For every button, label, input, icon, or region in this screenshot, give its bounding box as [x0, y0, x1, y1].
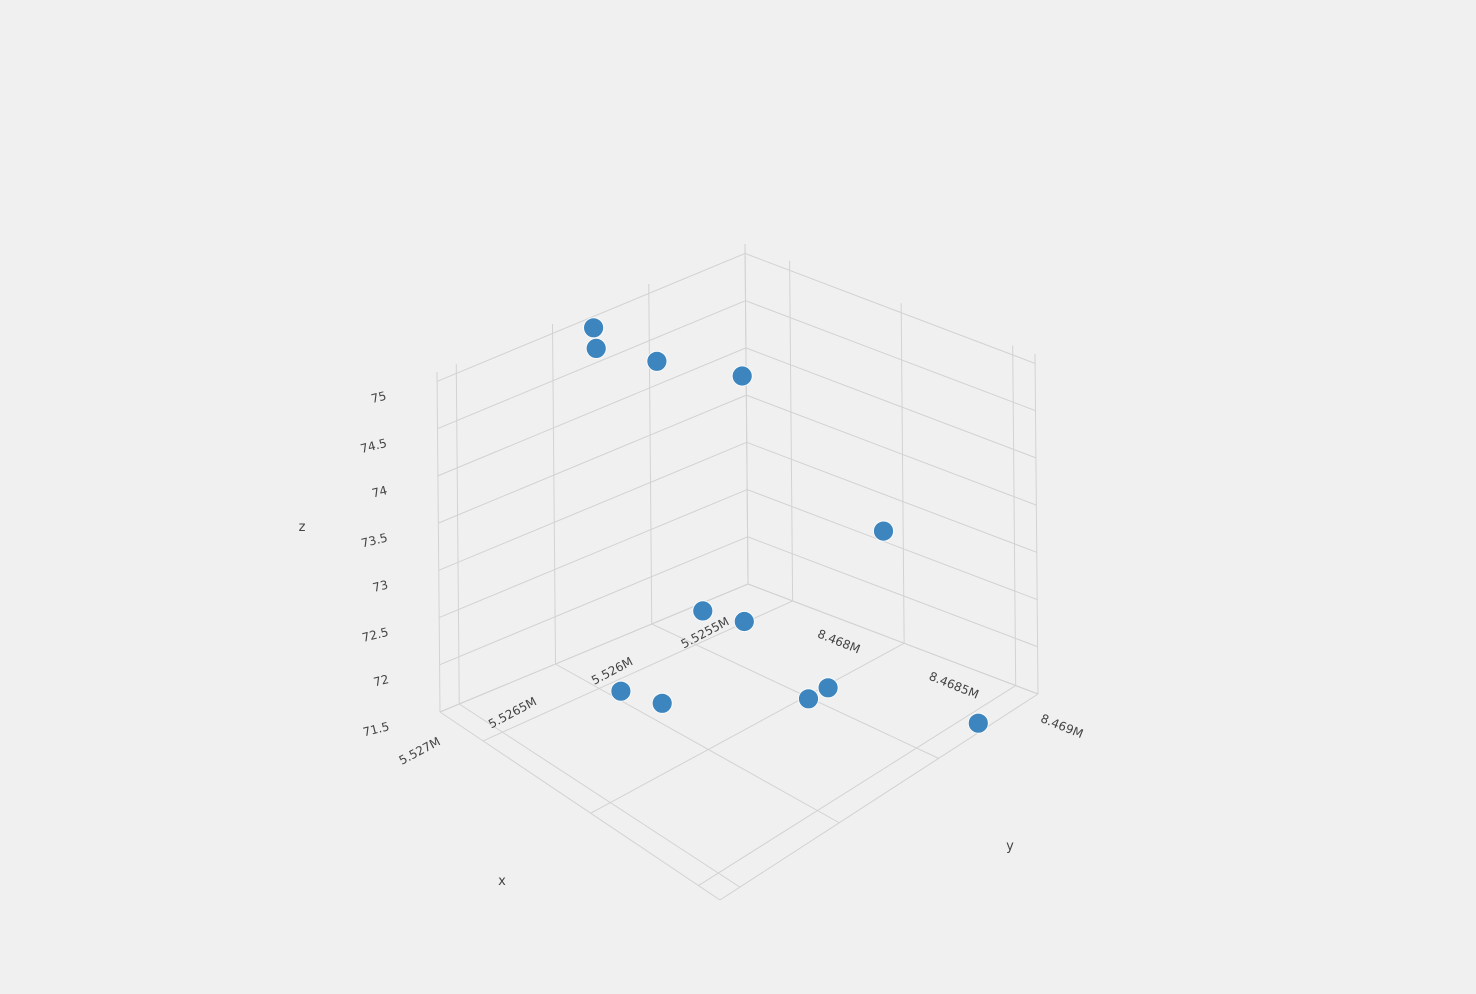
floor-grid-y [698, 685, 1016, 886]
wall-grid-y-vertical [900, 303, 905, 644]
z-tick-label: 74 [370, 483, 388, 500]
wall-grid-x-vertical [552, 323, 556, 665]
wall-grid-z-left [437, 300, 746, 430]
data-point-11[interactable] [967, 712, 989, 734]
data-point-5[interactable] [733, 611, 755, 632]
wall-grid-z-right [746, 394, 1037, 506]
z-tick-label: 74.5 [359, 436, 388, 456]
y-tick-label: 8.469M [1039, 711, 1086, 741]
data-point-1[interactable] [585, 337, 607, 359]
z-tick-label: 72 [372, 672, 390, 689]
wall-grid-z-right [747, 536, 1038, 648]
x-tick-label: 5.5265M [486, 694, 539, 731]
y-axis-title: y [1006, 839, 1014, 854]
floor-grid-x [651, 623, 939, 759]
wall-grid-z-right [745, 300, 1036, 412]
data-point-3[interactable] [731, 365, 753, 387]
x-tick-label: 5.527M [397, 734, 443, 767]
wall-grid-z-left [436, 252, 746, 382]
wall-grid-z-right [747, 583, 1039, 695]
data-point-0[interactable] [583, 317, 604, 339]
data-points[interactable] [583, 317, 989, 734]
wall-grid-z-right [746, 489, 1038, 601]
z-tick-label: 72.5 [361, 625, 390, 645]
wall-grid-z-left [437, 347, 747, 477]
floor-grid-y [719, 693, 1039, 901]
floor-grid-x [555, 663, 840, 824]
x-axis-title: x [498, 874, 506, 889]
data-point-2[interactable] [646, 350, 668, 372]
wall-grid-x-vertical [455, 363, 460, 705]
wall-grid-z-right [744, 252, 1036, 364]
z-tick-label: 75 [370, 389, 388, 406]
y-tick-label: 8.468M [815, 627, 862, 657]
z-tick-label: 73.5 [360, 530, 389, 550]
wall-grid-z-right [745, 347, 1037, 459]
data-point-10[interactable] [873, 520, 894, 542]
wall-grid-z-left [438, 394, 747, 524]
wall-grid-z-left [438, 441, 747, 571]
z-tick-label: 71.5 [361, 719, 390, 739]
floor-grid-y [590, 642, 905, 814]
axis-titles: x y z [299, 520, 1015, 889]
data-point-6[interactable] [610, 680, 632, 702]
wall-grid-x-vertical [744, 243, 749, 585]
data-point-4[interactable] [692, 600, 714, 622]
wall-grid-x-vertical [436, 371, 441, 713]
wall-grid-y-vertical [1034, 353, 1039, 695]
data-point-9[interactable] [817, 677, 839, 699]
data-point-7[interactable] [651, 692, 673, 714]
z-axis-title: z [299, 520, 306, 535]
wall-grid-z-left [439, 536, 748, 666]
y-tick-label: 8.4685M [927, 669, 981, 702]
wall-grid-y-vertical [789, 260, 794, 601]
wall-grid-y-vertical [1012, 345, 1017, 686]
floor-grid-x [439, 711, 721, 901]
wall-grid-z-left [438, 489, 748, 619]
wall-grid-z-right [746, 441, 1037, 553]
z-tick-label: 73 [371, 578, 389, 595]
wall-grid-x-vertical [648, 283, 653, 625]
data-point-8[interactable] [798, 688, 819, 710]
grid-lines [436, 243, 1039, 901]
floor-grid-x [458, 703, 741, 888]
